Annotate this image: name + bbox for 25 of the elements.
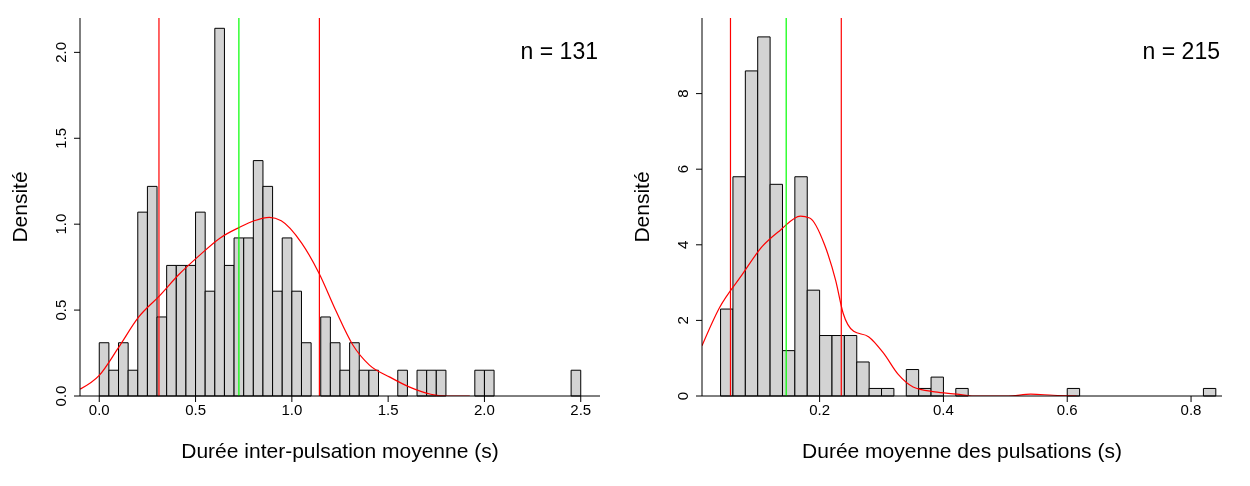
y-tick-label: 0.5 (52, 299, 69, 321)
x-tick-label: 0.4 (933, 400, 954, 418)
y-tick-label: 8 (674, 89, 691, 98)
x-tick-label: 0.2 (809, 400, 831, 418)
y-axis-title: Densité (630, 171, 654, 243)
x-tick-label: 1.5 (377, 400, 399, 418)
x-tick-label: 0.5 (185, 400, 206, 418)
y-tick-label: 6 (674, 165, 691, 174)
annotation: n = 131 (520, 38, 598, 65)
y-axis-title: Densité (8, 171, 32, 243)
x-tick-label: 0.6 (1056, 400, 1078, 418)
y-tick-label: 1.5 (52, 127, 69, 149)
x-tick-label: 2.5 (570, 400, 592, 418)
y-tick-label: 4 (674, 240, 691, 249)
y-tick-label: 2 (674, 316, 691, 325)
y-tick-label: 1.0 (52, 213, 69, 235)
x-tick-label: 1.0 (281, 400, 303, 418)
x-tick-label: 0.0 (88, 400, 110, 418)
x-tick-label: 2.0 (474, 400, 495, 418)
annotation: n = 215 (1142, 38, 1220, 65)
y-tick-label: 2.0 (52, 41, 69, 63)
y-tick-label: 0 (674, 391, 691, 401)
x-tick-label: 0.8 (1180, 400, 1202, 418)
x-axis-title: Durée inter-pulsation moyenne (s) (181, 439, 499, 462)
x-axis-title: Durée moyenne des pulsations (s) (802, 439, 1122, 462)
